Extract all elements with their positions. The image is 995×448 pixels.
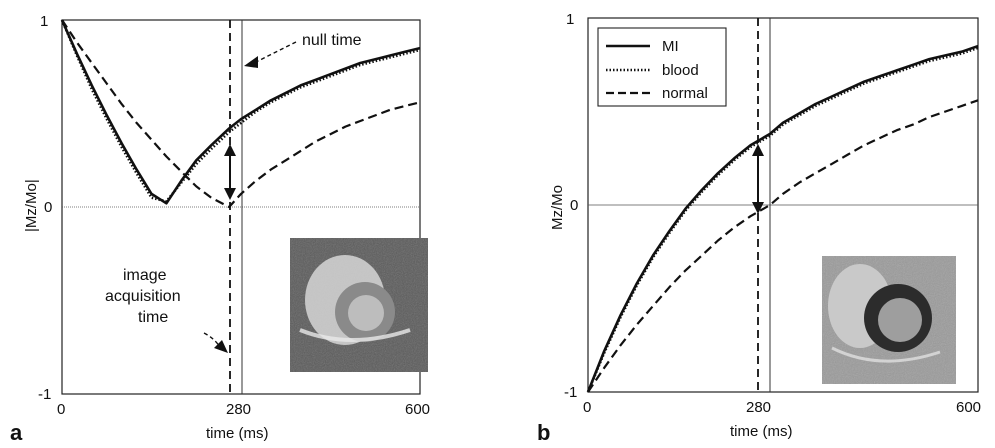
null-time-pointer-head bbox=[244, 56, 258, 68]
acquisition-pointer bbox=[203, 332, 221, 348]
x-tick-a-280: 280 bbox=[226, 401, 251, 418]
series-line-normal-b bbox=[587, 99, 979, 393]
mri-inset-b bbox=[822, 256, 956, 384]
legend-label-mi: MI bbox=[662, 38, 679, 55]
null-time-label: null time bbox=[302, 32, 362, 49]
x-tick-b-0: 0 bbox=[583, 399, 591, 416]
acquisition-label-line-3: time bbox=[138, 309, 168, 326]
series-group-a bbox=[60, 19, 421, 209]
panel-b: MI blood normal 1 0 -1 0 280 600 time (m… bbox=[537, 11, 981, 445]
y-tick-a-bot: -1 bbox=[38, 386, 51, 403]
y-tick-b-top: 1 bbox=[566, 11, 574, 28]
difference-arrowhead-down-a bbox=[224, 188, 236, 200]
series-group-b bbox=[586, 44, 979, 393]
panel-label-a: a bbox=[10, 420, 23, 445]
legend-label-blood: blood bbox=[662, 62, 699, 79]
legend-b: MI blood normal bbox=[597, 27, 727, 107]
acquisition-label-line-1: image bbox=[123, 267, 167, 284]
y-axis-label-b: Mz/Mo bbox=[549, 185, 566, 230]
difference-arrowhead-up-b bbox=[752, 144, 764, 156]
x-axis-label-b: time (ms) bbox=[730, 423, 793, 440]
y-tick-b-bot: -1 bbox=[564, 384, 577, 401]
y-axis-label-a: |Mz/Mo| bbox=[23, 179, 40, 232]
series-line-blood-a bbox=[60, 19, 421, 203]
acquisition-pointer-head bbox=[214, 340, 228, 353]
series-line-normal-a bbox=[61, 19, 421, 209]
y-tick-b-mid: 0 bbox=[570, 197, 578, 214]
y-tick-a-top: 1 bbox=[40, 13, 48, 30]
legend-label-normal: normal bbox=[662, 85, 708, 102]
acquisition-label-line-2: acquisition bbox=[105, 288, 181, 305]
difference-arrowhead-down-b bbox=[752, 202, 764, 214]
panel-label-b: b bbox=[537, 420, 550, 445]
series-line-mi-a bbox=[60, 19, 421, 205]
x-tick-b-280: 280 bbox=[746, 399, 771, 416]
x-tick-a-600: 600 bbox=[405, 401, 430, 418]
x-tick-a-0: 0 bbox=[57, 401, 65, 418]
series-line-blood-b bbox=[586, 46, 979, 393]
panel-a: null time image acquisition time 1 0 -1 … bbox=[10, 13, 430, 445]
x-axis-label-a: time (ms) bbox=[206, 425, 269, 442]
null-time-pointer bbox=[255, 41, 297, 63]
mri-inset-a bbox=[290, 238, 428, 372]
x-tick-b-600: 600 bbox=[956, 399, 981, 416]
y-tick-a-mid: 0 bbox=[44, 199, 52, 216]
difference-arrowhead-up-a bbox=[224, 144, 236, 156]
